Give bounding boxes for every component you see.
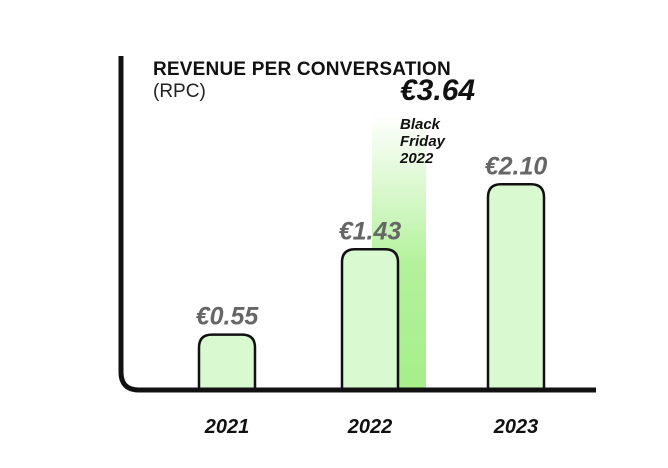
black-friday-note-line: 2022 bbox=[400, 150, 434, 167]
black-friday-value-label: €3.64 bbox=[400, 74, 476, 107]
black-friday-note: Black Friday 2022 bbox=[400, 116, 480, 167]
tick-label-2022: 2022 bbox=[347, 416, 393, 438]
tick-label-2023: 2023 bbox=[493, 416, 539, 438]
chart-subtitle: (RPC) bbox=[153, 81, 206, 102]
chart-title: REVENUE PER CONVERSATION bbox=[153, 59, 451, 80]
bar-2022 bbox=[340, 248, 400, 388]
black-friday-note-line: Black bbox=[400, 116, 441, 133]
bar-2023 bbox=[486, 183, 546, 388]
chart-axis bbox=[118, 56, 596, 393]
tick-label-2021: 2021 bbox=[204, 416, 250, 438]
value-label-2023: €2.10 bbox=[485, 152, 548, 180]
black-friday-note-line: Friday bbox=[400, 133, 446, 150]
chart-title-block: REVENUE PER CONVERSATION (RPC) bbox=[153, 58, 451, 103]
bar-2021 bbox=[197, 333, 257, 388]
value-label-2022: €1.43 bbox=[339, 217, 402, 245]
value-label-2021: €0.55 bbox=[196, 303, 260, 331]
